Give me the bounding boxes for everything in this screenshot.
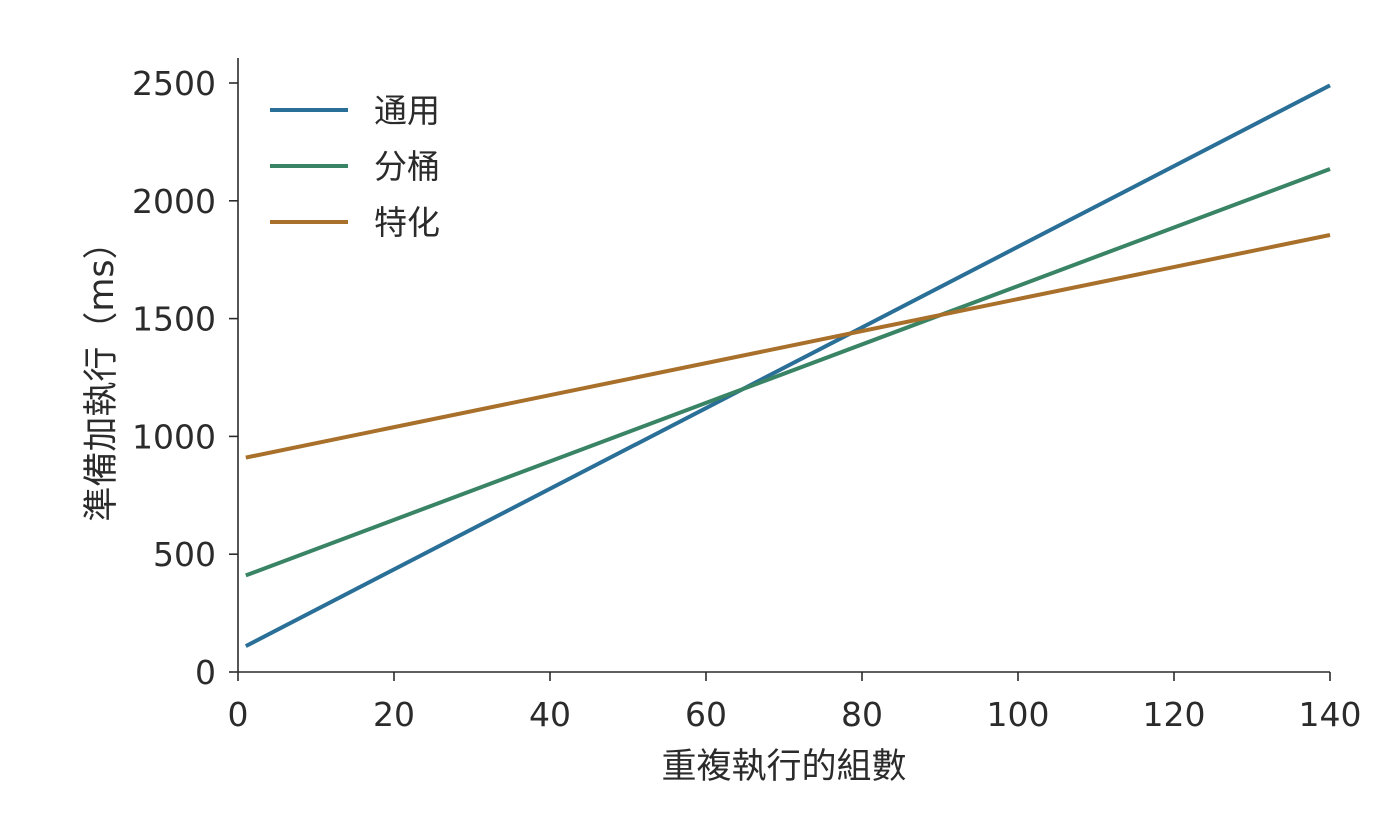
x-tick-label: 20 — [373, 695, 415, 734]
x-axis-ticks: 0 20 40 60 80 100 120 140 — [228, 672, 1362, 734]
x-tick-label: 80 — [841, 695, 883, 734]
x-tick-label: 120 — [1143, 695, 1206, 734]
y-tick-label: 1500 — [132, 300, 216, 339]
legend-label-1: 通用 — [374, 91, 440, 130]
legend-label-3: 特化 — [374, 203, 440, 242]
y-tick-label: 500 — [153, 535, 216, 574]
y-tick-label: 1000 — [132, 417, 216, 456]
x-tick-label: 100 — [987, 695, 1050, 734]
y-axis-ticks: 0 500 1000 1500 2000 2500 — [132, 64, 238, 692]
y-tick-label: 2000 — [132, 182, 216, 221]
x-tick-label: 140 — [1299, 695, 1362, 734]
x-tick-label: 60 — [685, 695, 727, 734]
y-tick-label: 2500 — [132, 64, 216, 103]
series-layer — [244, 83, 1331, 648]
legend-label-2: 分桶 — [374, 147, 440, 186]
x-tick-label: 40 — [529, 695, 571, 734]
axes-layer — [237, 58, 1330, 673]
x-axis-title: 重複執行的組數 — [661, 747, 906, 787]
series-line-1 — [244, 83, 1331, 648]
y-axis-title: 準備加執行（ms） — [82, 224, 122, 521]
x-tick-label: 0 — [228, 695, 249, 734]
series-line-3 — [245, 233, 1331, 460]
y-tick-label: 0 — [195, 653, 216, 692]
series-line-2 — [245, 167, 1331, 578]
